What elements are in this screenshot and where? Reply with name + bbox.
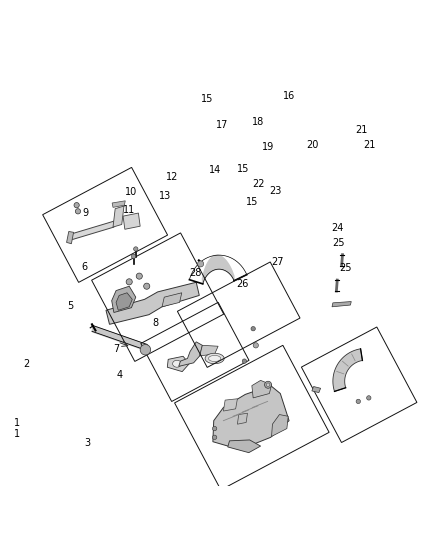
Circle shape	[367, 395, 371, 400]
Polygon shape	[272, 415, 288, 437]
Text: 22: 22	[252, 179, 265, 189]
Circle shape	[212, 435, 217, 440]
Polygon shape	[112, 286, 136, 312]
Text: 12: 12	[166, 172, 178, 182]
Text: 15: 15	[237, 164, 249, 174]
Circle shape	[266, 383, 270, 386]
Polygon shape	[112, 201, 125, 207]
Circle shape	[212, 426, 217, 431]
Circle shape	[75, 209, 81, 214]
Polygon shape	[333, 349, 362, 391]
Text: 4: 4	[117, 370, 123, 380]
Polygon shape	[173, 360, 181, 367]
Text: 1: 1	[14, 429, 20, 439]
Circle shape	[144, 283, 150, 289]
Text: 11: 11	[123, 205, 135, 215]
Polygon shape	[162, 293, 182, 307]
Polygon shape	[202, 255, 234, 284]
Polygon shape	[228, 440, 261, 453]
Polygon shape	[167, 356, 189, 372]
Circle shape	[74, 203, 79, 208]
Text: 23: 23	[269, 186, 281, 196]
Circle shape	[356, 399, 360, 403]
Text: 19: 19	[262, 142, 274, 152]
Polygon shape	[223, 399, 237, 411]
Polygon shape	[179, 342, 202, 366]
Text: 7: 7	[113, 344, 120, 354]
Text: 14: 14	[208, 165, 221, 175]
Text: 20: 20	[307, 140, 319, 150]
Polygon shape	[208, 356, 221, 361]
Text: 21: 21	[356, 125, 368, 135]
Polygon shape	[213, 386, 289, 449]
Circle shape	[198, 261, 204, 267]
Text: 10: 10	[125, 187, 138, 197]
Polygon shape	[67, 231, 74, 244]
Polygon shape	[200, 345, 218, 356]
Polygon shape	[106, 282, 199, 324]
Text: 18: 18	[252, 117, 265, 127]
Polygon shape	[252, 381, 272, 398]
Circle shape	[134, 247, 138, 251]
Text: 9: 9	[83, 208, 89, 218]
Polygon shape	[312, 386, 321, 393]
Text: 2: 2	[23, 359, 29, 369]
Text: 15: 15	[246, 197, 258, 207]
Text: 28: 28	[189, 268, 201, 278]
Text: 8: 8	[152, 318, 159, 328]
Polygon shape	[123, 213, 140, 229]
Text: 24: 24	[331, 223, 343, 233]
Circle shape	[126, 279, 132, 285]
Text: 26: 26	[237, 279, 249, 289]
Circle shape	[251, 327, 255, 331]
Text: 25: 25	[339, 263, 351, 273]
Text: 17: 17	[216, 120, 229, 131]
Text: 25: 25	[332, 238, 344, 248]
Text: 5: 5	[67, 301, 73, 311]
Polygon shape	[113, 206, 124, 227]
Circle shape	[253, 343, 258, 348]
Circle shape	[140, 344, 151, 355]
Circle shape	[265, 381, 272, 388]
Text: 27: 27	[272, 257, 284, 267]
Text: 15: 15	[201, 94, 214, 104]
Text: 21: 21	[364, 140, 376, 150]
Text: 13: 13	[159, 190, 171, 200]
Text: 1: 1	[14, 418, 20, 429]
Circle shape	[136, 273, 142, 279]
Circle shape	[131, 254, 136, 259]
Polygon shape	[237, 413, 247, 424]
Text: 16: 16	[283, 91, 295, 101]
Circle shape	[242, 359, 247, 364]
Polygon shape	[332, 302, 351, 307]
Polygon shape	[70, 221, 116, 240]
Text: 6: 6	[81, 262, 87, 271]
Text: 3: 3	[85, 438, 91, 448]
Polygon shape	[116, 293, 132, 310]
Polygon shape	[205, 353, 224, 364]
